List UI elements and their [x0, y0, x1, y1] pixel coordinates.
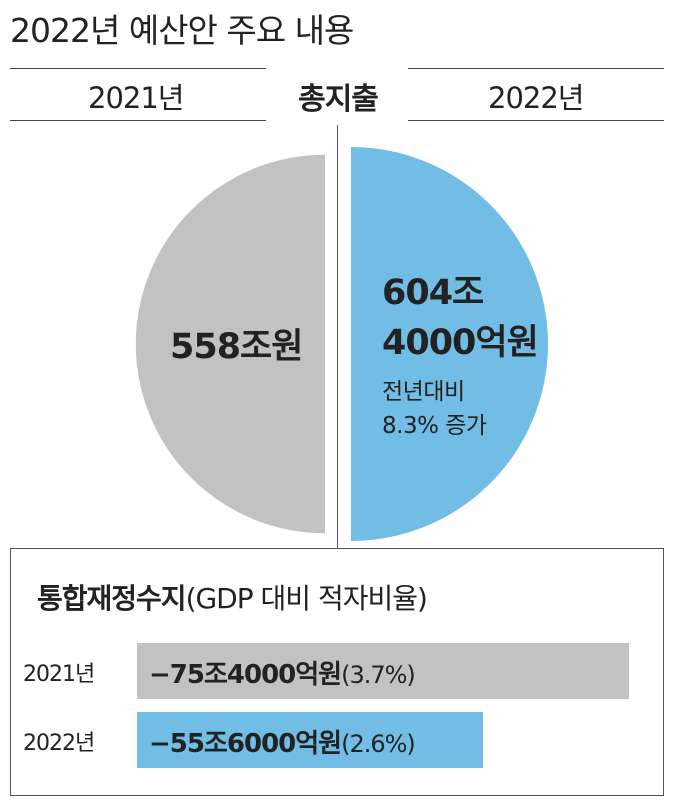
bar-ratio-2022: (2.6%) [341, 730, 416, 758]
bar-year-2022: 2022년 [23, 731, 95, 756]
fiscal-balance-subtitle: (GDP 대비 적자비율) [185, 582, 428, 615]
pie-slice-2021 [135, 154, 325, 534]
bar-2021: −75조4000억원(3.7%) [137, 643, 629, 699]
bar-year-2021: 2021년 [23, 662, 95, 687]
bar-2022: −55조6000억원(2.6%) [137, 712, 483, 768]
pie-slice-2022 [351, 147, 548, 541]
bar-value-2021: −75조4000억원 [149, 660, 342, 690]
header-rule-left-bottom [10, 120, 266, 121]
pie-value-2022-line2: 4000억원 [382, 323, 539, 363]
page-title: 2022년 예산안 주요 내용 [10, 11, 354, 50]
pie-value-2022: 604조 4000억원 [382, 268, 539, 368]
bar-ratio-2021: (3.7%) [341, 661, 416, 689]
fiscal-balance-title-main: 통합재정수지 [37, 582, 187, 615]
header-rule-right-bottom [408, 120, 664, 121]
bar-value-2022: −55조6000억원 [149, 729, 342, 759]
header-rule-left-top [10, 68, 266, 69]
bar-label-2022: −55조6000억원(2.6%) [149, 723, 416, 760]
bar-label-2021: −75조4000억원(3.7%) [149, 654, 416, 691]
pie-value-2022-line1: 604조 [382, 273, 484, 313]
header-rule-right-top [408, 68, 664, 69]
center-divider [337, 125, 338, 550]
pie-note-line2: 8.3% 증가 [382, 413, 487, 439]
pie-year-2021: 2021년 [88, 81, 184, 115]
pie-year-2022: 2022년 [488, 81, 584, 115]
pie-note-2022: 전년대비 8.3% 증가 [382, 375, 487, 443]
fiscal-balance-panel: 통합재정수지(GDP 대비 적자비율) 2021년 −75조4000억원(3.7… [10, 548, 664, 796]
pie-note-line1: 전년대비 [382, 379, 465, 405]
fiscal-balance-title: 통합재정수지(GDP 대비 적자비율) [37, 577, 428, 617]
total-expenditure-title: 총지출 [298, 82, 379, 117]
pie-value-2021: 558조원 [170, 327, 303, 367]
